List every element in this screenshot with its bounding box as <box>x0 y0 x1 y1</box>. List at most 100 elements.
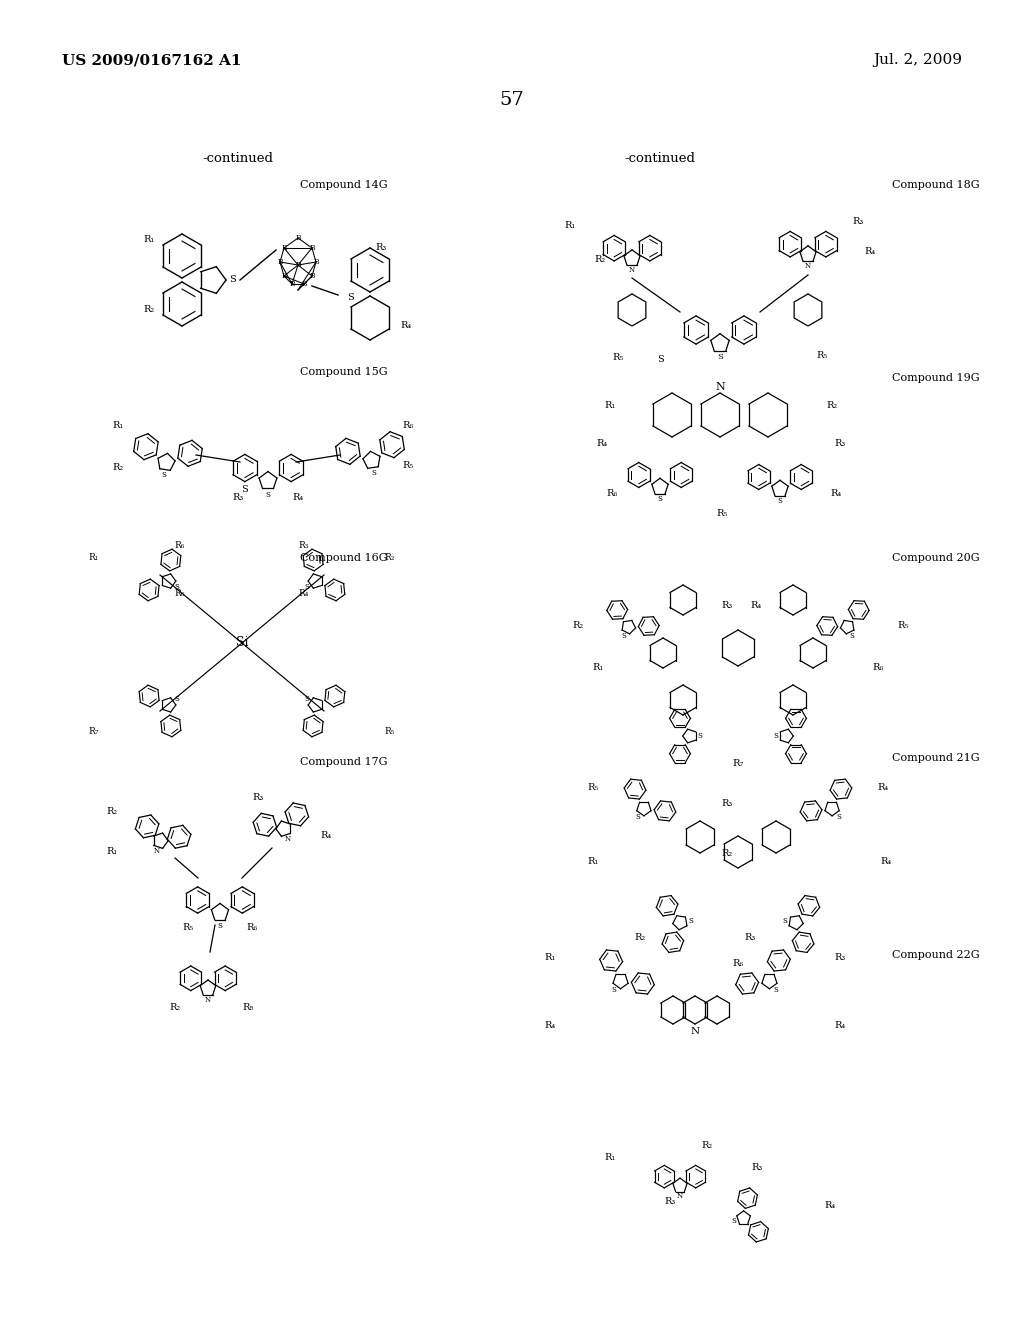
Text: N: N <box>205 995 211 1003</box>
Text: R₅: R₅ <box>897 622 908 631</box>
Text: R₄: R₄ <box>830 488 842 498</box>
Text: S: S <box>217 921 222 929</box>
Text: S: S <box>717 354 723 362</box>
Text: R₁: R₁ <box>545 953 556 962</box>
Text: R₇: R₇ <box>732 759 743 767</box>
Text: R₂: R₂ <box>106 808 118 817</box>
Text: S: S <box>304 583 309 591</box>
Text: S: S <box>697 733 702 741</box>
Text: R₅: R₅ <box>402 461 414 470</box>
Text: R₁: R₁ <box>588 858 599 866</box>
Text: R₆: R₆ <box>175 589 185 598</box>
Text: B: B <box>278 257 283 267</box>
Text: R₆: R₆ <box>732 960 743 969</box>
Text: N: N <box>629 267 635 275</box>
Text: R₃: R₃ <box>299 540 309 549</box>
Text: S: S <box>175 583 179 591</box>
Text: Si: Si <box>236 636 248 649</box>
Text: N: N <box>715 381 725 392</box>
Text: R₄: R₄ <box>835 1020 846 1030</box>
Text: S: S <box>777 498 782 506</box>
Text: R₁: R₁ <box>89 553 99 562</box>
Text: R₅: R₅ <box>588 783 599 792</box>
Text: R₂: R₂ <box>169 1003 180 1012</box>
Text: S: S <box>347 293 354 302</box>
Text: B: B <box>313 257 318 267</box>
Text: R₂: R₂ <box>385 553 395 562</box>
Text: R₆: R₆ <box>247 924 258 932</box>
Text: R₃: R₃ <box>722 602 733 610</box>
Text: S: S <box>782 916 787 925</box>
Text: R₄: R₄ <box>319 830 331 840</box>
Text: R₄: R₄ <box>750 602 761 610</box>
Text: 57: 57 <box>500 91 524 110</box>
Text: R₆: R₆ <box>175 540 185 549</box>
Text: R₄: R₄ <box>400 321 412 330</box>
Text: R₂: R₂ <box>826 400 838 409</box>
Text: R₄: R₄ <box>293 494 304 503</box>
Text: R₇: R₇ <box>89 726 99 735</box>
Text: R₁: R₁ <box>564 220 575 230</box>
Text: R₂: R₂ <box>722 850 733 858</box>
Text: B: B <box>289 280 295 288</box>
Text: -continued: -continued <box>625 152 695 165</box>
Text: B: B <box>282 272 287 280</box>
Text: Compound 22G: Compound 22G <box>892 950 980 960</box>
Text: Compound 19G: Compound 19G <box>892 374 980 383</box>
Text: S: S <box>635 813 640 821</box>
Text: R₁: R₁ <box>143 235 155 244</box>
Text: R₁: R₁ <box>592 664 603 672</box>
Text: R₃: R₃ <box>752 1163 763 1172</box>
Text: R₂: R₂ <box>635 933 645 942</box>
Text: R₂: R₂ <box>144 305 155 314</box>
Text: S: S <box>228 276 236 285</box>
Text: R₁: R₁ <box>106 847 118 857</box>
Text: Compound 21G: Compound 21G <box>892 752 980 763</box>
Text: R₆: R₆ <box>872 664 884 672</box>
Text: R₂: R₂ <box>572 622 584 631</box>
Text: B: B <box>309 244 314 252</box>
Text: N: N <box>154 847 160 855</box>
Text: S: S <box>175 694 179 702</box>
Text: R₅: R₅ <box>816 351 827 359</box>
Text: B: B <box>295 261 301 269</box>
Text: R₂: R₂ <box>595 256 605 264</box>
Text: S: S <box>774 986 778 994</box>
Text: S: S <box>265 491 270 499</box>
Text: S: S <box>688 916 693 925</box>
Text: US 2009/0167162 A1: US 2009/0167162 A1 <box>62 53 242 67</box>
Text: S: S <box>611 986 616 994</box>
Text: R₆: R₆ <box>606 488 617 498</box>
Text: R₃: R₃ <box>835 438 846 447</box>
Text: S: S <box>656 355 664 364</box>
Text: S: S <box>850 632 855 640</box>
Text: R₂: R₂ <box>701 1140 713 1150</box>
Text: R₃: R₃ <box>252 793 263 803</box>
Text: Jul. 2, 2009: Jul. 2, 2009 <box>873 53 962 67</box>
Text: R₄: R₄ <box>596 438 607 447</box>
Text: S: S <box>241 486 248 495</box>
Text: S: S <box>657 495 663 503</box>
Text: N: N <box>677 1192 683 1200</box>
Text: Compound 16G: Compound 16G <box>300 553 388 564</box>
Text: -continued: -continued <box>203 152 273 165</box>
Text: S: S <box>731 1217 736 1225</box>
Text: N: N <box>805 263 811 271</box>
Text: Compound 20G: Compound 20G <box>892 553 980 564</box>
Text: R₁: R₁ <box>604 1154 615 1163</box>
Text: S: S <box>773 733 778 741</box>
Text: R₁: R₁ <box>113 421 124 429</box>
Text: R₃: R₃ <box>665 1197 676 1206</box>
Text: R₄: R₄ <box>878 783 889 792</box>
Text: S: S <box>372 470 376 478</box>
Text: R₅: R₅ <box>717 508 728 517</box>
Text: S: S <box>162 471 167 479</box>
Text: S: S <box>836 813 841 821</box>
Text: R₄: R₄ <box>545 1020 556 1030</box>
Text: R₅: R₅ <box>612 354 624 363</box>
Text: N: N <box>285 836 291 843</box>
Text: R₆: R₆ <box>402 421 414 429</box>
Text: B: B <box>295 234 301 242</box>
Text: Compound 18G: Compound 18G <box>892 180 980 190</box>
Text: R₃: R₃ <box>744 933 756 942</box>
